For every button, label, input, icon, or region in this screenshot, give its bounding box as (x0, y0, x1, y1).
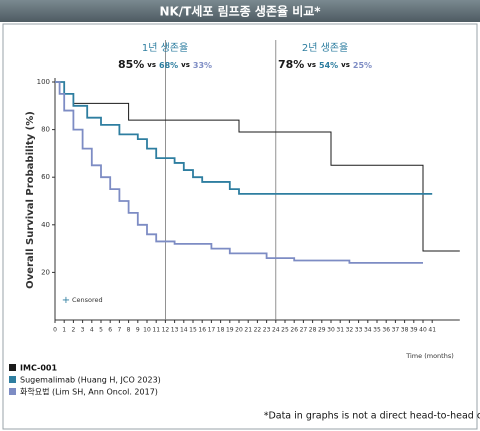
legend-swatch (9, 376, 16, 383)
x-tick-label: 14 (180, 327, 188, 334)
legend-label: Sugemalimab (Huang H, JCO 2023) (20, 376, 161, 385)
x-tick-label: 36 (382, 327, 390, 334)
x-tick-label: 4 (90, 327, 94, 334)
footnote: *Data in graphs is not a direct head-to-… (264, 411, 480, 422)
panel (2, 23, 478, 430)
x-tick-label: 39 (410, 327, 418, 334)
title-bar (0, 0, 480, 22)
x-tick-label: 24 (272, 327, 280, 334)
x-tick-label: 3 (81, 327, 85, 334)
x-tick-label: 17 (208, 327, 216, 334)
annotation-value: 78% (278, 58, 304, 71)
x-axis-label: Time (months) (405, 352, 454, 360)
annotation-value: 25% (353, 61, 372, 70)
x-tick-label: 29 (318, 327, 326, 334)
x-tick-label: 19 (226, 327, 234, 334)
legend-label: IMC-001 (20, 364, 57, 373)
x-tick-label: 7 (117, 327, 121, 334)
x-tick-label: 0 (53, 327, 57, 334)
x-tick-label: 23 (263, 327, 271, 334)
x-tick-label: 33 (355, 327, 363, 334)
annotation-values: 78% vs 54% vs 25% (278, 58, 372, 71)
annotation-title: 2년 생존율 (302, 42, 348, 54)
x-tick-label: 10 (143, 327, 151, 334)
annotation-value: 54% (319, 61, 338, 70)
annotation-values: 85% vs 68% vs 33% (118, 58, 212, 71)
x-tick-label: 30 (327, 327, 335, 334)
legend-swatch (9, 364, 16, 371)
x-tick-label: 32 (346, 327, 354, 334)
x-tick-label: 18 (217, 327, 225, 334)
x-tick-label: 6 (108, 327, 112, 334)
x-tick-label: 12 (162, 327, 170, 334)
legend-swatch (9, 388, 16, 395)
y-tick-label: 20 (41, 268, 50, 276)
x-tick-label: 38 (401, 327, 409, 334)
x-tick-label: 16 (198, 327, 206, 334)
x-tick-label: 37 (392, 327, 400, 334)
x-tick-label: 13 (171, 327, 179, 334)
annotation-value: 85% (118, 58, 144, 71)
x-tick-label: 25 (281, 327, 289, 334)
x-tick-label: 35 (373, 327, 381, 334)
y-tick-label: 40 (41, 221, 50, 229)
annotation-value: 68% (159, 61, 178, 70)
y-axis-label: Overall Survival Probability (%) (25, 111, 36, 289)
annotation-separator: vs (147, 61, 156, 69)
x-tick-label: 8 (127, 327, 131, 334)
x-tick-label: 2 (71, 327, 75, 334)
x-tick-label: 40 (419, 327, 427, 334)
x-tick-label: 9 (136, 327, 140, 334)
x-tick-label: 1 (62, 327, 66, 334)
y-tick-label: 80 (41, 126, 50, 134)
censored-symbol: + (62, 295, 70, 306)
x-tick-label: 41 (428, 327, 436, 334)
x-tick-label: 27 (300, 327, 308, 334)
x-tick-label: 28 (309, 327, 317, 334)
chart-title: NK/T세포 림프종 생존율 비교* (159, 4, 321, 19)
censored-label: Censored (72, 296, 103, 304)
annotation-separator: vs (181, 61, 190, 69)
annotation-separator: vs (341, 61, 350, 69)
survival-curve (55, 81, 423, 264)
x-tick-label: 15 (189, 327, 197, 334)
legend-label: 화학요법 (Lim SH, Ann Oncol. 2017) (20, 387, 158, 397)
survival-curve (55, 81, 433, 195)
x-tick-label: 31 (336, 327, 344, 334)
x-tick-label: 11 (152, 327, 160, 334)
x-tick-label: 26 (290, 327, 298, 334)
annotation-separator: vs (307, 61, 316, 69)
x-tick-label: 5 (99, 327, 103, 334)
annotation-value: 33% (193, 61, 212, 70)
y-tick-label: 60 (41, 173, 50, 181)
x-tick-label: 22 (254, 327, 262, 334)
x-tick-label: 20 (235, 327, 243, 334)
y-tick-label: 100 (37, 78, 50, 86)
x-tick-label: 21 (244, 327, 252, 334)
annotation-title: 1년 생존율 (142, 42, 188, 54)
x-tick-label: 34 (364, 327, 372, 334)
